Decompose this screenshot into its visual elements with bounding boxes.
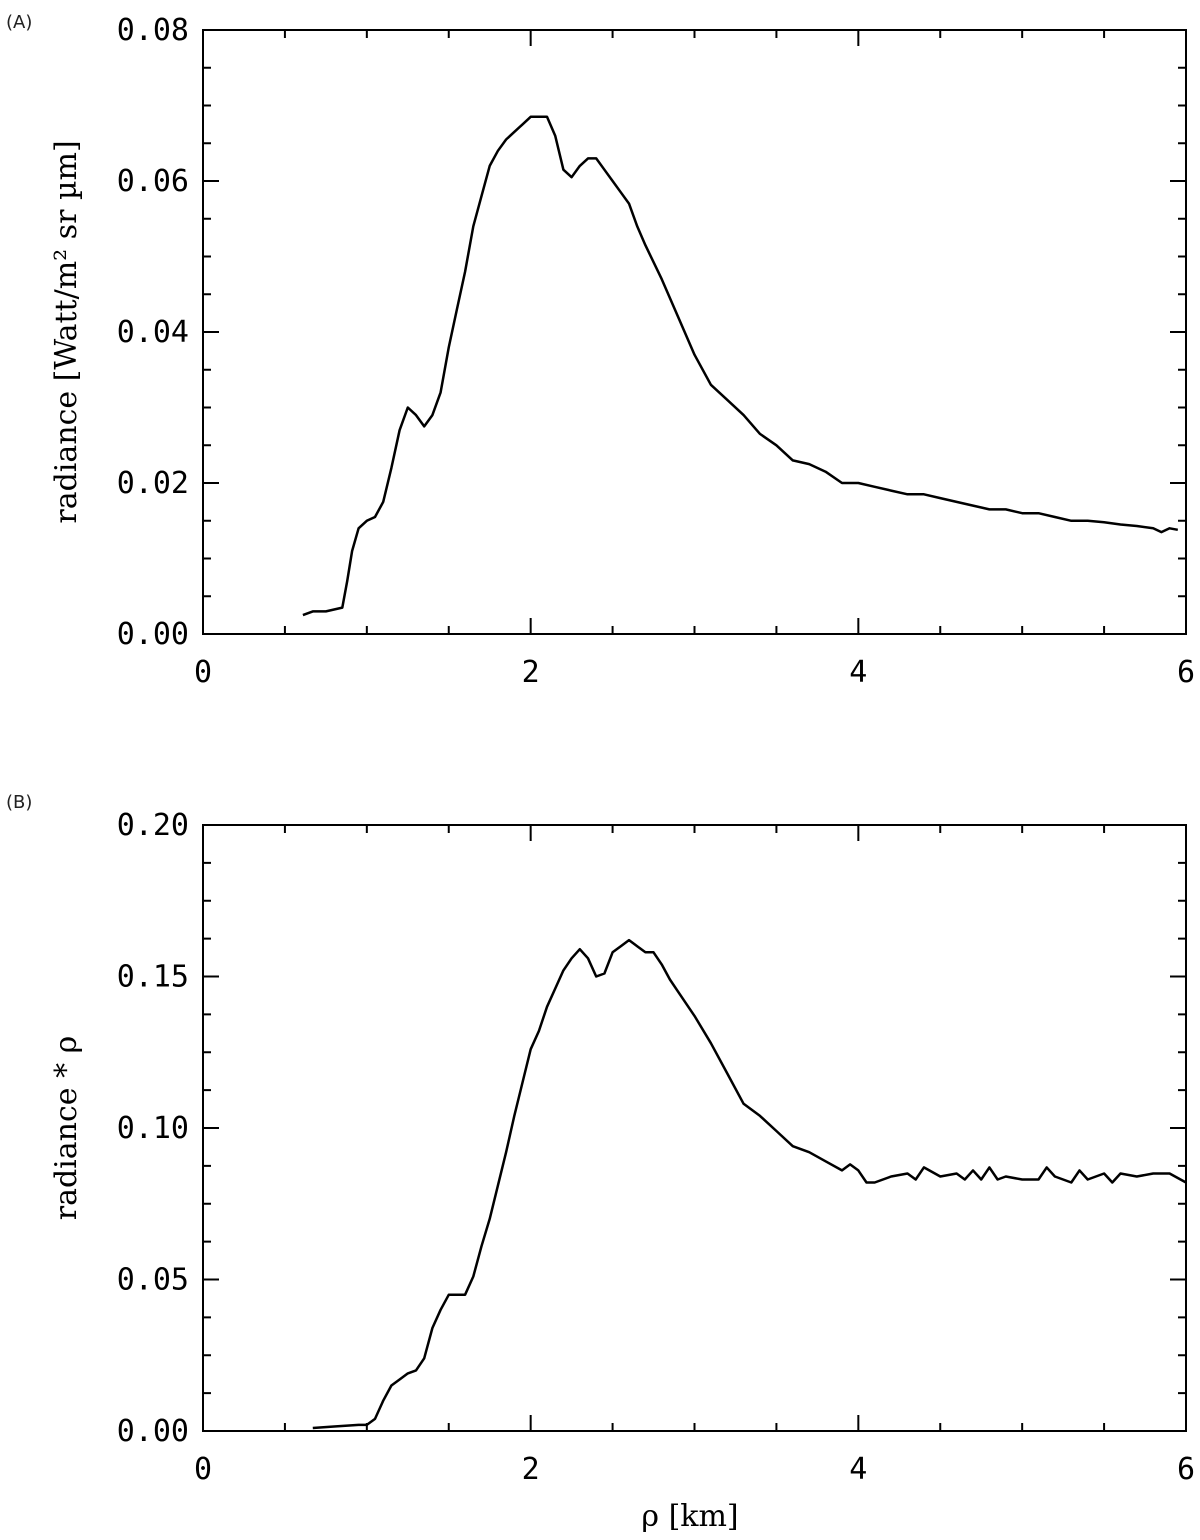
panel-a-radiance-line — [302, 115, 1179, 617]
panel-a-x-tick-label: 4 — [849, 655, 867, 690]
panel-a-ticks — [202, 29, 1187, 635]
panel-a-y-tick-label: 0.06 — [117, 164, 189, 199]
panel-b-x-tick-label: 2 — [522, 1452, 540, 1487]
panel-b: (B) 0 2 4 6 0.00 0.05 0.10 0.15 0.20 radiance *… — [6, 792, 1195, 1534]
panel-b-x-axis-title: ρ [km] — [641, 1499, 738, 1534]
panel-b-radiance-rho-line — [312, 938, 1187, 1430]
panel-a-x-tick-labels: 0 2 4 6 — [194, 655, 1195, 690]
panel-b-y-tick-label: 0.00 — [117, 1414, 189, 1449]
panel-b-y-tick-label: 0.20 — [117, 808, 189, 843]
panel-a-y-axis-title: radiance [Watt/m² sr µm] — [49, 140, 84, 523]
panel-a-y-tick-label: 0.02 — [117, 466, 189, 501]
panel-b-y-tick-label: 0.15 — [117, 960, 189, 995]
panel-b-plot-frame — [202, 824, 1187, 1432]
panel-a-x-tick-label: 2 — [522, 655, 540, 690]
panel-a-label: (A) — [6, 12, 32, 33]
panel-a-y-tick-labels: 0.00 0.02 0.04 0.06 0.08 — [117, 13, 189, 652]
panel-b-label: (B) — [6, 792, 32, 813]
panel-b-x-tick-label: 0 — [194, 1452, 212, 1487]
panel-b-y-tick-labels: 0.00 0.05 0.10 0.15 0.20 — [117, 808, 189, 1449]
panel-b-ticks — [202, 824, 1187, 1432]
panel-a-x-tick-label: 0 — [194, 655, 212, 690]
panel-a-y-tick-label: 0.08 — [117, 13, 189, 48]
panel-a-plot-frame — [202, 29, 1187, 635]
panel-b-y-axis-title: radiance * ρ — [49, 1036, 84, 1221]
panel-b-y-tick-label: 0.10 — [117, 1111, 189, 1146]
panel-b-x-tick-label: 6 — [1177, 1452, 1195, 1487]
panel-b-x-tick-label: 4 — [849, 1452, 867, 1487]
panel-a-y-tick-label: 0.00 — [117, 617, 189, 652]
panel-a: (A) 0 2 4 6 0.00 0.02 0.04 0.06 0.08 radiance [… — [6, 12, 1195, 690]
panel-a-y-tick-label: 0.04 — [117, 315, 189, 350]
panel-b-y-tick-label: 0.05 — [117, 1263, 189, 1298]
panel-a-x-tick-label: 6 — [1177, 655, 1195, 690]
panel-b-x-tick-labels: 0 2 4 6 — [194, 1452, 1195, 1487]
